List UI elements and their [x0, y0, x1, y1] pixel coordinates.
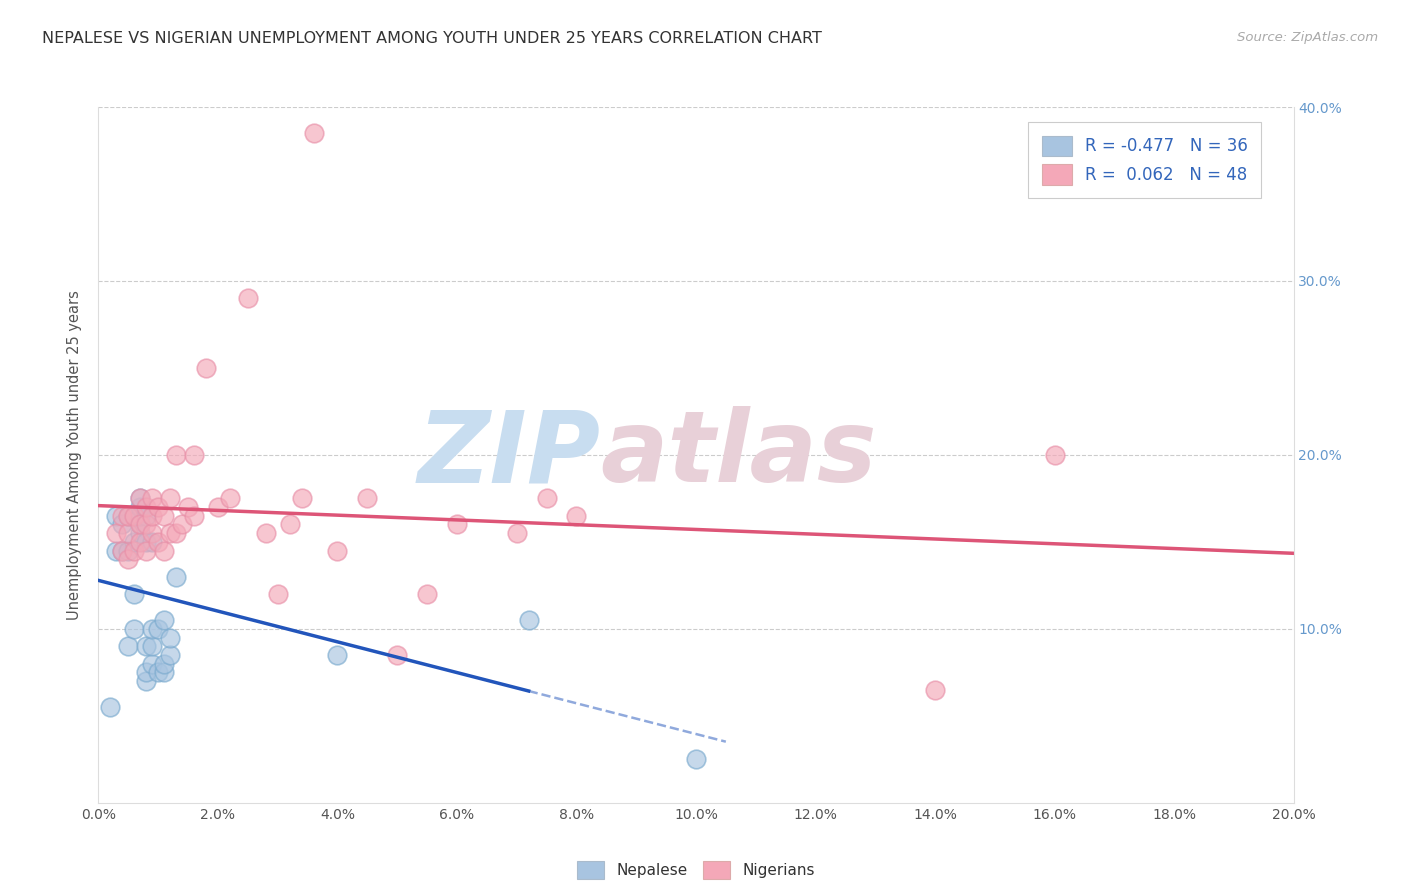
Point: [135, 508, 157, 523]
Point: [135, 639, 157, 653]
Point: [291, 491, 314, 506]
Point: [124, 534, 146, 549]
Point: [129, 491, 152, 506]
Point: [172, 517, 194, 532]
Point: [148, 665, 170, 680]
Point: [135, 665, 157, 680]
Point: [153, 665, 176, 680]
Point: [685, 752, 707, 766]
Point: [416, 587, 439, 601]
Point: [165, 526, 187, 541]
Text: NEPALESE VS NIGERIAN UNEMPLOYMENT AMONG YOUTH UNDER 25 YEARS CORRELATION CHART: NEPALESE VS NIGERIAN UNEMPLOYMENT AMONG …: [42, 31, 823, 46]
Point: [356, 491, 378, 506]
Point: [267, 587, 290, 601]
Point: [446, 517, 468, 532]
Legend: Nepalese, Nigerians: Nepalese, Nigerians: [571, 855, 821, 886]
Point: [111, 543, 134, 558]
Point: [117, 508, 139, 523]
Point: [195, 360, 218, 375]
Point: [129, 517, 152, 532]
Point: [141, 622, 163, 636]
Point: [177, 500, 200, 514]
Point: [159, 648, 181, 662]
Point: [117, 552, 139, 566]
Point: [153, 508, 176, 523]
Point: [159, 526, 181, 541]
Point: [148, 500, 170, 514]
Point: [153, 657, 176, 671]
Text: atlas: atlas: [600, 407, 877, 503]
Point: [183, 448, 205, 462]
Point: [326, 648, 349, 662]
Point: [148, 534, 170, 549]
Point: [141, 526, 163, 541]
Point: [105, 543, 128, 558]
Point: [141, 657, 163, 671]
Point: [111, 543, 134, 558]
Point: [129, 500, 152, 514]
Point: [385, 648, 409, 662]
Point: [100, 700, 122, 714]
Point: [165, 448, 187, 462]
Point: [1043, 448, 1066, 462]
Point: [219, 491, 242, 506]
Point: [153, 613, 176, 627]
Point: [141, 508, 163, 523]
Point: [278, 517, 301, 532]
Point: [153, 543, 176, 558]
Point: [141, 534, 163, 549]
Point: [129, 491, 152, 506]
Point: [207, 500, 229, 514]
Point: [183, 508, 205, 523]
Point: [536, 491, 558, 506]
Point: [111, 517, 134, 532]
Text: ZIP: ZIP: [418, 407, 600, 503]
Point: [135, 674, 157, 689]
Point: [124, 622, 146, 636]
Point: [129, 508, 152, 523]
Point: [506, 526, 529, 541]
Point: [924, 682, 946, 697]
Y-axis label: Unemployment Among Youth under 25 years: Unemployment Among Youth under 25 years: [67, 290, 83, 620]
Point: [129, 526, 152, 541]
Text: Source: ZipAtlas.com: Source: ZipAtlas.com: [1237, 31, 1378, 45]
Point: [105, 508, 128, 523]
Point: [124, 543, 146, 558]
Point: [111, 508, 134, 523]
Point: [135, 543, 157, 558]
Point: [129, 534, 152, 549]
Point: [159, 491, 181, 506]
Point: [117, 526, 139, 541]
Point: [124, 587, 146, 601]
Point: [141, 639, 163, 653]
Point: [302, 126, 325, 140]
Point: [326, 543, 349, 558]
Point: [165, 570, 187, 584]
Point: [135, 517, 157, 532]
Point: [135, 500, 157, 514]
Point: [129, 517, 152, 532]
Point: [236, 291, 259, 305]
Point: [254, 526, 277, 541]
Point: [565, 508, 588, 523]
Point: [117, 639, 139, 653]
Point: [117, 508, 139, 523]
Point: [517, 613, 540, 627]
Point: [159, 631, 181, 645]
Point: [135, 534, 157, 549]
Point: [124, 508, 146, 523]
Point: [148, 622, 170, 636]
Point: [141, 491, 163, 506]
Point: [105, 526, 128, 541]
Point: [117, 543, 139, 558]
